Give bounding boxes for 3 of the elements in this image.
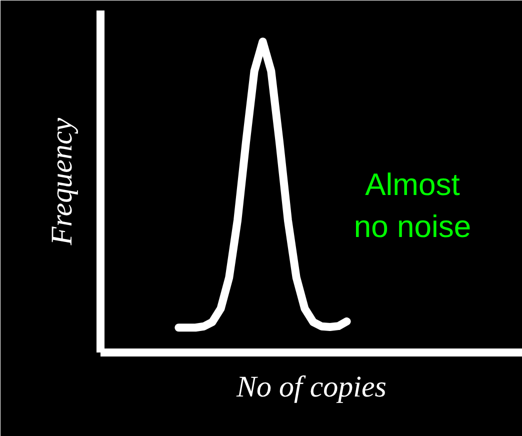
x-axis-title: No of copies <box>236 370 387 404</box>
y-axis-title: Frequency <box>46 117 78 246</box>
text: Almost no noise <box>354 167 472 244</box>
